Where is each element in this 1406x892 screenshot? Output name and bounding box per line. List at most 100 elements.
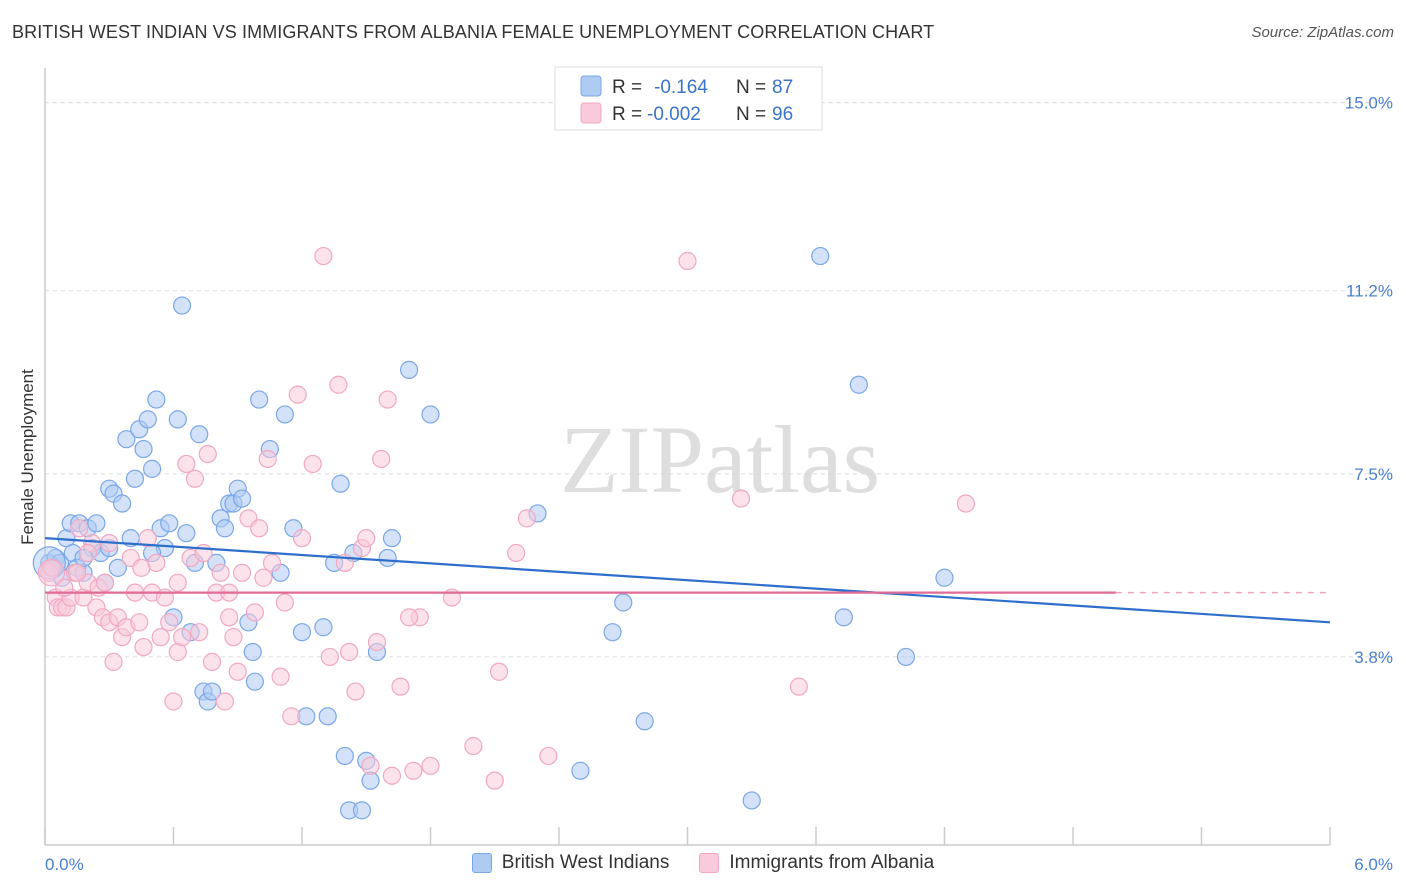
bwi-point-47 [232,489,252,508]
bwi-point-26 [142,459,162,478]
bwi-point-19 [112,494,132,513]
bwi-point-71 [399,360,419,379]
albania-point-73 [391,677,410,696]
bwi-point-24 [134,439,153,459]
legend-n-label-2: N = [736,104,766,125]
albania-point-74 [404,761,423,780]
albania-point-8 [70,519,89,538]
albania-point-40 [202,652,222,671]
albania-point-33 [172,628,192,647]
bwi-point-54 [275,405,294,424]
bwi-point-13 [87,514,106,533]
bwi-point-20 [117,430,136,449]
albania-point-45 [224,628,243,647]
albania-point-68 [361,756,380,775]
albania-point-30 [160,613,179,632]
albania-point-50 [250,519,269,538]
x-tick-label-max: 6.0% [1354,855,1393,874]
albania-point-70 [372,449,391,469]
bwi-point-50 [245,672,264,691]
bwi-point-72 [421,405,440,424]
gridlines [45,102,1390,658]
albania-point-59 [303,454,322,474]
albania-point-53 [262,553,282,573]
albania-point-24 [134,637,153,657]
albania-point-67 [357,529,376,548]
bwi-point-78 [742,791,761,810]
series-immigrants-from-albania-points [37,246,976,790]
albania-point-39 [198,444,217,464]
bwi-point-82 [896,647,916,667]
albania-point-62 [329,375,348,394]
legend-n-value-2: 96 [772,104,793,125]
legend-r-label-2: R = [612,104,642,125]
legend-swatch-immigrants-from-albania [699,853,720,873]
legend-swatch-british-west-indians [471,853,492,873]
albania-point-23 [130,613,149,632]
y-tick-label-3: 15.0% [1345,94,1393,113]
albania-point-31 [164,692,183,711]
bwi-point-79 [811,246,830,266]
albania-point-25 [138,529,157,548]
bottom-legend: British West Indians Immigrants from Alb… [0,852,1406,874]
legend-r-value-2: -0.002 [647,104,701,125]
albania-point-57 [288,385,307,404]
bwi-trend-line [44,537,1331,624]
bwi-point-22 [125,469,145,488]
albania-point-82 [539,746,558,766]
watermark: ZIPatlas [560,406,880,513]
bwi-point-34 [177,524,196,543]
bwi-point-27 [147,390,166,409]
albania-point-83 [678,251,697,271]
bwi-point-75 [603,623,622,642]
albania-point-36 [185,469,205,488]
albania-cluster-point [37,559,66,587]
y-tick-label-1: 7.5% [1354,465,1393,484]
legend-label-immigrants-from-albania: Immigrants from Albania [729,852,935,873]
bwi-point-81 [849,375,868,394]
albania-point-79 [489,662,509,681]
legend-item-immigrants-from-albania[interactable]: Immigrants from Albania [699,852,934,874]
albania-point-44 [220,608,239,627]
albania-point-46 [228,662,247,681]
bwi-point-33 [172,296,192,315]
legend-r-value-1: -0.164 [654,77,708,98]
legend-item-british-west-indians[interactable]: British West Indians [471,852,670,874]
albania-point-81 [517,509,536,528]
albania-point-93 [68,563,87,582]
albania-point-52 [258,449,277,469]
bwi-point-43 [215,519,234,538]
legend-n-label-1: N = [736,77,766,98]
albania-point-55 [275,593,294,612]
legend-box: R = -0.164 N = 87 R = -0.002 N = 96 [554,66,823,131]
bwi-point-30 [160,514,179,533]
albania-point-95 [78,543,97,563]
albania-point-78 [485,771,504,790]
legend-swatch-blue [580,75,602,97]
albania-point-60 [314,246,333,266]
albania-point-17 [104,652,123,671]
bwi-point-80 [834,608,853,627]
albania-point-90 [168,573,187,592]
legend-n-value-1: 87 [772,77,793,98]
albania-point-76 [421,756,440,775]
bwi-point-37 [190,425,209,444]
series-british-west-indians-points [32,246,954,820]
albania-point-49 [245,603,264,622]
albania-point-42 [211,563,230,582]
albania-point-87 [399,608,419,627]
albania-point-51 [254,568,273,587]
source-label: Source: ZipAtlas.com [1251,24,1394,41]
bwi-point-59 [318,707,337,726]
legend-label-british-west-indians: British West Indians [501,852,670,873]
albania-point-69 [367,632,387,652]
albania-point-72 [382,766,402,785]
x-ticks [44,827,1331,845]
albania-point-84 [731,489,751,508]
albania-point-65 [346,682,365,701]
bwi-point-76 [614,593,633,612]
albania-point-47 [232,563,252,582]
y-axis-label: Female Unemployment [18,369,37,545]
bwi-point-56 [292,623,312,642]
